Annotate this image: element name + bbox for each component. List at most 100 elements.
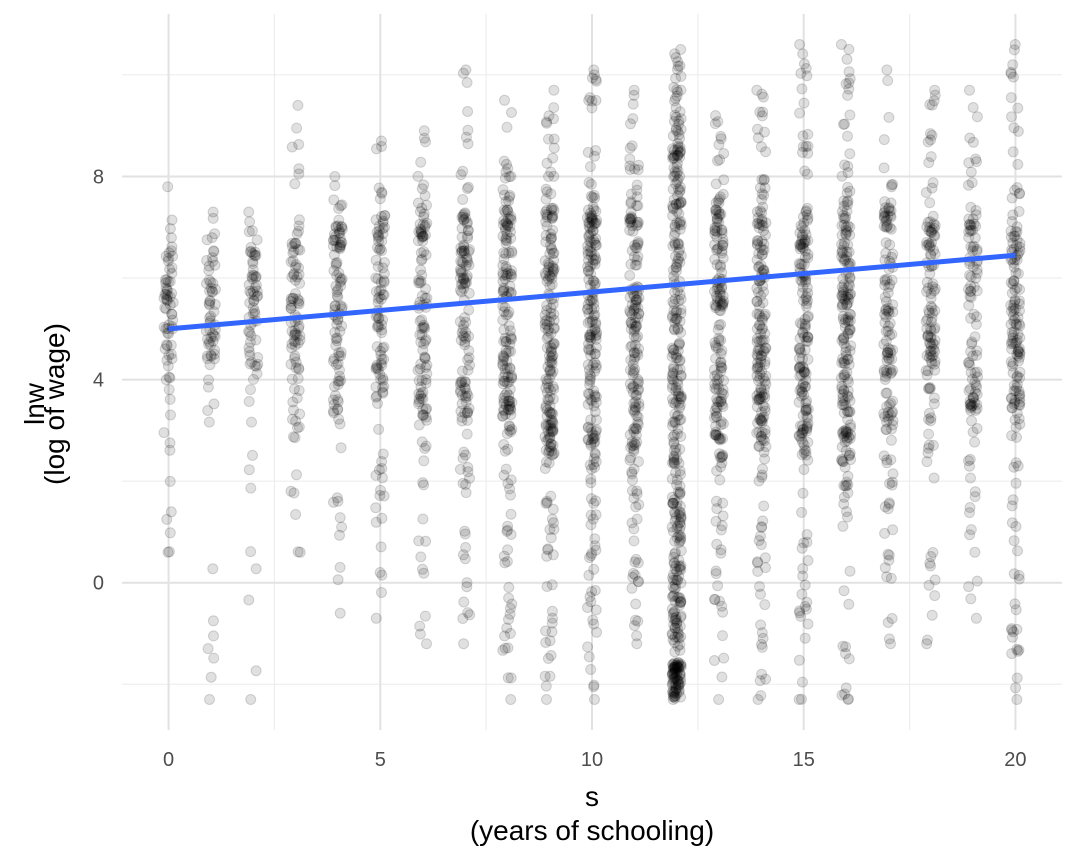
data-point bbox=[718, 419, 728, 429]
data-point bbox=[377, 588, 387, 598]
data-point bbox=[504, 377, 514, 387]
data-point bbox=[335, 608, 345, 618]
data-point bbox=[798, 677, 808, 687]
data-point bbox=[462, 415, 472, 425]
data-point bbox=[758, 315, 768, 325]
data-point bbox=[716, 134, 726, 144]
data-point bbox=[627, 141, 637, 151]
data-point bbox=[754, 395, 764, 405]
data-point bbox=[586, 478, 596, 488]
data-point bbox=[379, 354, 389, 364]
data-point bbox=[925, 129, 935, 139]
data-point bbox=[287, 272, 297, 282]
data-point bbox=[459, 248, 469, 258]
data-point bbox=[674, 198, 684, 208]
data-point bbox=[331, 222, 341, 232]
data-point bbox=[839, 254, 849, 264]
data-point bbox=[886, 206, 896, 216]
data-point bbox=[375, 491, 385, 501]
data-point bbox=[203, 644, 213, 654]
data-point bbox=[716, 525, 726, 535]
data-point bbox=[675, 187, 685, 197]
data-point bbox=[291, 510, 301, 520]
data-point bbox=[549, 338, 559, 348]
data-point bbox=[583, 642, 593, 652]
data-point bbox=[294, 164, 304, 174]
data-point bbox=[632, 321, 642, 331]
data-point bbox=[923, 443, 933, 453]
data-point bbox=[836, 40, 846, 50]
data-point bbox=[292, 470, 302, 480]
data-point bbox=[880, 197, 890, 207]
data-point bbox=[675, 598, 685, 608]
data-point bbox=[799, 465, 809, 475]
data-point bbox=[1006, 93, 1016, 103]
data-point bbox=[504, 390, 514, 400]
data-point bbox=[506, 233, 516, 243]
data-point bbox=[1013, 546, 1023, 556]
data-point bbox=[500, 207, 510, 217]
data-point bbox=[204, 417, 214, 427]
data-point bbox=[673, 365, 683, 375]
data-point bbox=[795, 40, 805, 50]
data-point bbox=[712, 539, 722, 549]
data-point bbox=[711, 516, 721, 526]
data-point bbox=[506, 509, 516, 519]
data-point bbox=[633, 616, 643, 626]
data-point bbox=[1012, 673, 1022, 683]
data-point bbox=[757, 189, 767, 199]
data-point bbox=[418, 231, 428, 241]
data-point bbox=[377, 570, 387, 580]
data-point bbox=[374, 236, 384, 246]
data-point bbox=[669, 271, 679, 281]
data-point bbox=[588, 430, 598, 440]
data-point bbox=[930, 591, 940, 601]
data-point bbox=[457, 328, 467, 338]
data-point bbox=[845, 186, 855, 196]
data-point bbox=[376, 136, 386, 146]
data-point bbox=[286, 301, 296, 311]
data-point bbox=[248, 450, 258, 460]
y-tick-label: 0 bbox=[93, 573, 104, 595]
data-point bbox=[422, 639, 432, 649]
data-point bbox=[417, 184, 427, 194]
data-point bbox=[586, 371, 596, 381]
data-point bbox=[414, 394, 424, 404]
y-tick-label: 8 bbox=[93, 166, 104, 188]
data-point bbox=[884, 498, 894, 508]
data-point bbox=[669, 324, 679, 334]
data-point bbox=[457, 232, 467, 242]
data-point bbox=[798, 488, 808, 498]
data-point bbox=[884, 550, 894, 560]
data-point bbox=[546, 533, 556, 543]
data-point bbox=[163, 182, 173, 192]
data-point bbox=[547, 280, 557, 290]
data-point bbox=[671, 73, 681, 83]
data-point bbox=[966, 167, 976, 177]
data-point bbox=[802, 71, 812, 81]
data-point bbox=[458, 550, 468, 560]
data-point bbox=[165, 394, 175, 404]
data-point bbox=[711, 198, 721, 208]
data-point bbox=[843, 374, 853, 384]
data-point bbox=[542, 498, 552, 508]
data-point bbox=[752, 85, 762, 95]
data-point bbox=[246, 547, 256, 557]
data-point bbox=[924, 158, 934, 168]
data-point bbox=[756, 260, 766, 270]
data-point bbox=[586, 510, 596, 520]
data-point bbox=[1012, 695, 1022, 705]
data-point bbox=[843, 168, 853, 178]
data-point bbox=[711, 111, 721, 121]
data-point bbox=[1007, 217, 1017, 227]
data-point bbox=[1009, 123, 1019, 133]
data-point bbox=[589, 498, 599, 508]
data-point bbox=[588, 255, 598, 265]
data-point bbox=[964, 300, 974, 310]
data-point bbox=[754, 337, 764, 347]
data-point bbox=[161, 375, 171, 385]
data-point bbox=[887, 480, 897, 490]
data-point bbox=[840, 481, 850, 491]
data-point bbox=[882, 65, 892, 75]
data-point bbox=[801, 446, 811, 456]
